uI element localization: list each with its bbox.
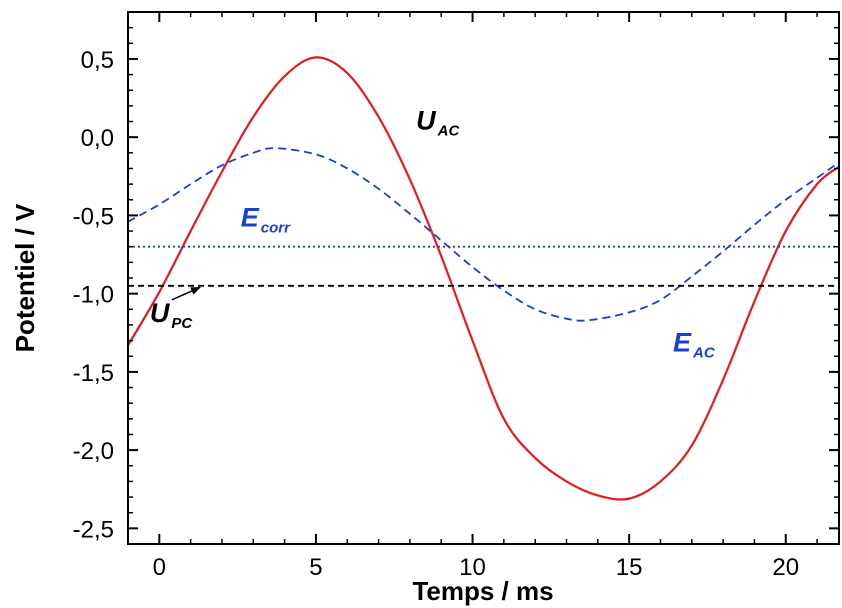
x-tick-label: 15 bbox=[616, 554, 643, 581]
ticks-layer bbox=[127, 11, 839, 545]
series-layer bbox=[128, 56, 839, 501]
y-tick-label: 0,5 bbox=[81, 47, 114, 74]
y-tick-label: -0,5 bbox=[73, 203, 114, 230]
labels-layer: 0 5 10 15 20 0,5 0,0 -0,5 -1,0 -1,5 -2,0 -2,5 bbox=[73, 47, 799, 581]
annotation-label-e-ac: E AC bbox=[673, 328, 716, 362]
x-tick-label: 0 bbox=[153, 554, 166, 581]
y-axis-title: Potentiel / V bbox=[10, 203, 40, 352]
annotation-arrow bbox=[171, 286, 201, 301]
y-tick-label: -2,5 bbox=[73, 516, 114, 543]
annotation-label-u-ac: U AC bbox=[416, 105, 460, 139]
series-line-u-ac bbox=[128, 56, 839, 501]
annotation-layer: U AC E corr U PC E AC bbox=[150, 105, 716, 361]
y-tick-label: 0,0 bbox=[81, 125, 114, 152]
annotation-label-u-pc: U PC bbox=[150, 298, 194, 332]
x-axis-title: Temps / ms bbox=[412, 576, 553, 606]
series-line-e-ac bbox=[128, 147, 839, 322]
x-tick-label: 10 bbox=[459, 554, 486, 581]
x-tick-label: 20 bbox=[772, 554, 799, 581]
y-tick-label: -2,0 bbox=[73, 438, 114, 465]
plot-frame bbox=[127, 11, 840, 545]
y-tick-label: -1,0 bbox=[73, 282, 114, 309]
x-tick-label: 5 bbox=[309, 554, 322, 581]
y-tick-label: -1,5 bbox=[73, 360, 114, 387]
